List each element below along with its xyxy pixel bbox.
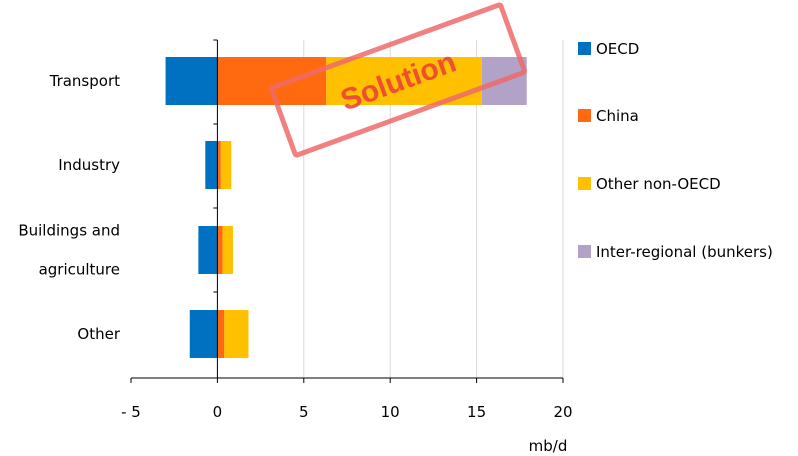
bar-oecd-1 <box>205 141 218 189</box>
category-label-0-0: Transport <box>49 72 121 90</box>
legend-swatch-other-non-oecd <box>578 177 591 190</box>
x-tick-label-1: 0 <box>213 403 223 421</box>
x-tick-label-4: 15 <box>467 403 486 421</box>
legend-label-other-non-oecd: Other non-OECD <box>596 175 721 193</box>
x-tick-label-0: - 5 <box>121 403 141 421</box>
axes <box>130 39 564 383</box>
bar-other-non-oecd-3 <box>224 310 249 358</box>
legend: OECD China Other non-OECD Inter-regional (b… <box>578 40 773 261</box>
x-tick-label-5: 20 <box>553 403 572 421</box>
category-label-2-1: agriculture <box>39 261 120 279</box>
x-tick-label-3: 10 <box>381 403 400 421</box>
category-label-2-0: Buildings and <box>18 222 120 240</box>
bar-other-non-oecd-1 <box>220 141 232 189</box>
legend-label-oecd: OECD <box>596 40 639 58</box>
bar-china-1 <box>217 141 221 189</box>
legend-swatch-inter-regional-bunkers- <box>578 245 591 258</box>
bar-china-0 <box>217 57 327 105</box>
legend-label-china: China <box>596 107 639 125</box>
x-axis-label: mb/d <box>529 437 568 455</box>
bar-oecd-0 <box>165 57 218 105</box>
x-tick-label-2: 5 <box>299 403 309 421</box>
category-labels: Transport Industry Buildings and agricultur… <box>18 72 120 343</box>
bar-china-2 <box>217 226 223 274</box>
legend-swatch-china <box>578 109 591 122</box>
bar-china-3 <box>217 310 225 358</box>
stamp-border <box>269 2 527 158</box>
legend-label-inter-regional-bunkers-: Inter-regional (bunkers) <box>596 243 773 261</box>
bar-oecd-2 <box>198 226 218 274</box>
category-label-3-0: Other <box>77 325 120 343</box>
bar-other-non-oecd-2 <box>222 226 233 274</box>
legend-swatch-oecd <box>578 42 591 55</box>
category-label-1-0: Industry <box>58 156 120 174</box>
x-tick-labels: - 5 0 5 10 15 20 <box>121 403 572 421</box>
bar-oecd-3 <box>189 310 218 358</box>
